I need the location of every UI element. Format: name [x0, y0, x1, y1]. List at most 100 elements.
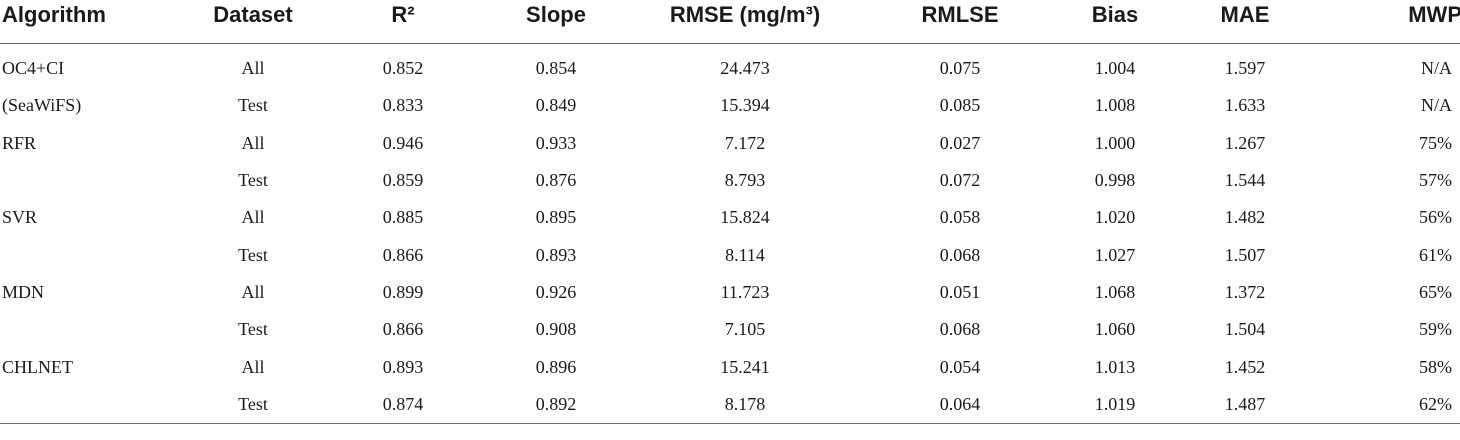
- algorithm-name: CHLNET: [2, 356, 73, 377]
- table-row: MDN All 0.899 0.926 11.723 0.051 1.068 1…: [0, 274, 1460, 311]
- table-row: (SeaWiFS) Test 0.833 0.849 15.394 0.085 …: [0, 87, 1460, 124]
- bias-cell: 1.027: [1094, 244, 1136, 265]
- r2-cell: 0.852: [382, 58, 424, 79]
- table-body: OC4+CI All 0.852 0.854 24.473 0.075 1.00…: [0, 44, 1460, 424]
- table-row: Test 0.859 0.876 8.793 0.072 0.998 1.544…: [0, 162, 1460, 199]
- dataset-cell: Test: [238, 244, 268, 265]
- header-dataset: Dataset: [192, 0, 314, 44]
- bias-cell: 1.013: [1094, 356, 1136, 377]
- header-slope: Slope: [492, 0, 620, 44]
- header-rmlse: RMLSE: [870, 0, 1050, 44]
- algorithm-cell: (SeaWiFS): [0, 87, 192, 124]
- table-row: Test 0.874 0.892 8.178 0.064 1.019 1.487…: [0, 385, 1460, 424]
- slope-cell: 0.854: [535, 58, 577, 79]
- rmse-cell: 8.114: [725, 244, 765, 265]
- mae-cell: 1.633: [1224, 95, 1266, 116]
- rmse-cell: 8.178: [620, 385, 870, 424]
- r2-cell: 0.866: [382, 244, 424, 265]
- rmlse-cell: 0.054: [939, 356, 981, 377]
- dataset-cell: All: [241, 58, 265, 79]
- table-row: OC4+CI All 0.852 0.854 24.473 0.075 1.00…: [0, 44, 1460, 88]
- results-table: Algorithm Dataset R² Slope RMSE (mg/m³) …: [0, 0, 1460, 424]
- slope-cell: 0.896: [535, 356, 577, 377]
- mae-cell: 1.544: [1224, 170, 1266, 191]
- r2-cell: 0.833: [382, 95, 424, 116]
- algorithm-cell: CHLNET: [0, 348, 192, 385]
- bias-cell: 1.060: [1094, 319, 1136, 340]
- bias-cell: 0.998: [1094, 170, 1136, 191]
- slope-cell: 0.849: [535, 95, 577, 116]
- mae-cell: 1.482: [1224, 207, 1266, 228]
- mae-cell: 1.487: [1180, 385, 1310, 424]
- rmlse-cell: 0.072: [939, 170, 981, 191]
- rmlse-cell: 0.064: [870, 385, 1050, 424]
- rmlse-cell: 0.058: [939, 207, 981, 228]
- mwp-cell: 58%: [1419, 356, 1452, 377]
- mae-cell: 1.372: [1224, 281, 1266, 302]
- bias-cell: 1.008: [1094, 95, 1136, 116]
- algorithm-cell: RFR: [0, 125, 192, 162]
- mae-cell: 1.452: [1224, 356, 1266, 377]
- algorithm-cell: OC4+CI: [0, 44, 192, 88]
- header-algorithm: Algorithm: [0, 0, 192, 44]
- dataset-cell: All: [241, 132, 265, 153]
- header-r2: R²: [314, 0, 492, 44]
- r2-cell: 0.874: [314, 385, 492, 424]
- slope-cell: 0.892: [492, 385, 620, 424]
- r2-cell: 0.946: [382, 132, 424, 153]
- r2-cell: 0.893: [382, 356, 424, 377]
- bias-cell: 1.000: [1094, 132, 1136, 153]
- dataset-cell: Test: [238, 95, 268, 116]
- rmlse-cell: 0.068: [939, 319, 981, 340]
- algorithm-cell: [0, 236, 192, 273]
- slope-cell: 0.926: [535, 281, 577, 302]
- algorithm-cell: [0, 311, 192, 348]
- header-mae: MAE: [1180, 0, 1310, 44]
- rmse-cell: 11.723: [720, 281, 770, 302]
- mwp-cell: 65%: [1419, 281, 1452, 302]
- slope-cell: 0.895: [535, 207, 577, 228]
- table-row: Test 0.866 0.908 7.105 0.068 1.060 1.504…: [0, 311, 1460, 348]
- dataset-cell: Test: [238, 319, 268, 340]
- dataset-cell: All: [241, 281, 265, 302]
- rmlse-cell: 0.051: [939, 281, 981, 302]
- algorithm-name: MDN: [2, 281, 45, 302]
- mae-cell: 1.597: [1224, 58, 1266, 79]
- r2-cell: 0.866: [382, 319, 424, 340]
- rmlse-cell: 0.085: [939, 95, 981, 116]
- table-row: SVR All 0.885 0.895 15.824 0.058 1.020 1…: [0, 199, 1460, 236]
- slope-cell: 0.933: [535, 132, 577, 153]
- dataset-cell: Test: [238, 170, 268, 191]
- mwp-cell: N/A: [1421, 95, 1452, 116]
- rmse-cell: 7.172: [724, 132, 766, 153]
- slope-cell: 0.908: [535, 319, 577, 340]
- r2-cell: 0.899: [382, 281, 424, 302]
- table-row: Test 0.866 0.893 8.114 0.068 1.027 1.507…: [0, 236, 1460, 273]
- algorithm-cell: [0, 385, 192, 424]
- bias-cell: 1.019: [1050, 385, 1180, 424]
- algorithm-name: SVR: [2, 207, 38, 228]
- algorithm-name: OC4+CI: [2, 58, 65, 79]
- table-row: RFR All 0.946 0.933 7.172 0.027 1.000 1.…: [0, 125, 1460, 162]
- algorithm-cell: MDN: [0, 274, 192, 311]
- header-mwp: MWP: [1310, 0, 1460, 44]
- rmse-cell: 7.105: [724, 319, 766, 340]
- header-bias: Bias: [1050, 0, 1180, 44]
- rmse-cell: 15.241: [720, 356, 770, 377]
- slope-cell: 0.876: [535, 170, 577, 191]
- r2-cell: 0.885: [382, 207, 424, 228]
- mwp-cell: 75%: [1419, 132, 1452, 153]
- rmse-cell: 8.793: [724, 170, 766, 191]
- r2-cell: 0.859: [382, 170, 424, 191]
- mae-cell: 1.504: [1224, 319, 1266, 340]
- algorithm-name: RFR: [2, 132, 37, 153]
- slope-cell: 0.893: [535, 244, 577, 265]
- mae-cell: 1.267: [1224, 132, 1266, 153]
- mwp-cell: 56%: [1419, 207, 1452, 228]
- mwp-cell: 59%: [1419, 319, 1452, 340]
- dataset-cell: All: [241, 356, 265, 377]
- header-row: Algorithm Dataset R² Slope RMSE (mg/m³) …: [0, 0, 1460, 44]
- header-rmse: RMSE (mg/m³): [620, 0, 870, 44]
- dataset-cell: All: [241, 207, 265, 228]
- mwp-cell: N/A: [1421, 58, 1452, 79]
